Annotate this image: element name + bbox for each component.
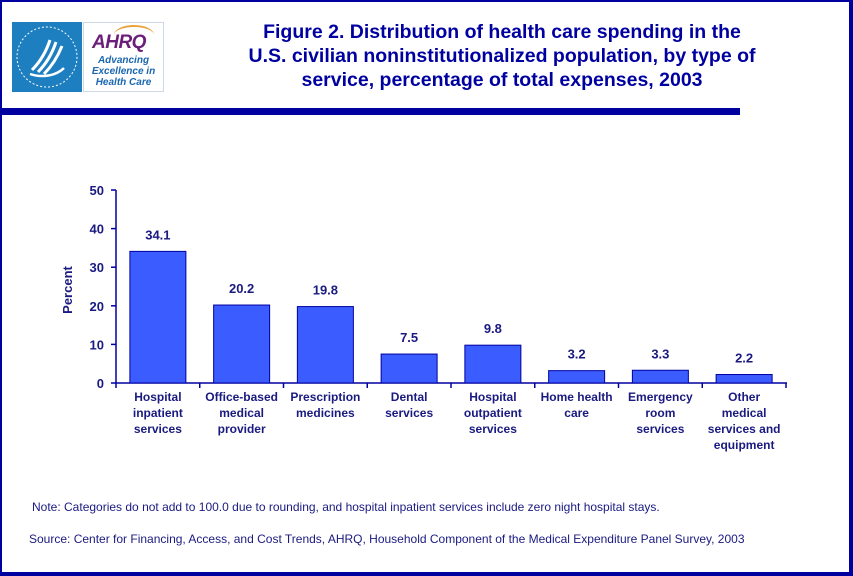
y-tick-label: 0 [97,376,104,391]
data-label: 9.8 [484,321,502,336]
bar [548,370,606,384]
data-label: 19.8 [313,283,338,298]
x-tick-label-line: equipment [714,438,775,452]
bar [213,304,271,384]
data-label: 3.2 [568,347,586,362]
ahrq-tagline-line: Health Care [95,77,152,88]
y-axis: 0 10 20 30 40 50 [90,183,117,391]
x-tick-label-line: Hospital [469,390,516,404]
figure-title-line: service, percentage of total expenses, 2… [301,69,703,91]
x-tick-label-line: medical [722,406,767,420]
data-label: 3.3 [651,346,669,361]
x-tick-label-line: services [385,406,433,420]
ahrq-tagline-line: Excellence in [91,66,156,77]
data-labels: 34.1 20.2 19.8 7.5 9.8 3.2 3.3 2.2 [145,227,753,365]
x-tick-label: Hospital inpatient services [133,390,183,436]
x-tick-label: Hospital outpatient services [464,390,522,436]
bar [631,369,689,384]
x-tick-label: Prescription medicines [290,390,360,420]
data-label: 20.2 [229,281,254,296]
bar [296,306,354,384]
data-label: 7.5 [400,330,418,345]
data-label: 34.1 [145,227,170,242]
x-tick-label-line: medicines [296,406,355,420]
x-tick-label-line: outpatient [464,406,522,420]
hhs-eagle-logo-icon [12,22,82,92]
x-tick-labels: Hospital inpatient services Office-based med… [133,390,781,452]
x-tick-label-line: Dental [391,390,428,404]
bar [380,353,438,384]
title-divider [2,108,740,115]
x-tick-label-line: services [636,422,684,436]
figure-title: Figure 2. Distribution of health care sp… [182,20,822,92]
ahrq-tagline-line: Advancing [97,55,150,66]
x-tick-label-line: medical [219,406,264,420]
x-tick-label-line: services [134,422,182,436]
x-axis [115,382,787,388]
bar [129,250,187,384]
x-tick-label: Other medical services and equipment [708,390,781,452]
x-tick-label-line: room [645,406,675,420]
x-tick-label: Dental services [385,390,433,420]
y-axis-label: Percent [60,265,75,313]
agency-logos: AHRQ Advancing Excellence in Health Care [12,22,164,92]
x-tick-label: Home health care [541,390,613,420]
bars [129,250,773,384]
footnote: Note: Categories do not add to 100.0 due… [32,500,660,514]
y-tick-label: 10 [90,337,104,352]
x-tick-label-line: inpatient [133,406,183,420]
x-tick-label-line: provider [218,422,266,436]
ahrq-wordmark: AHRQ [92,32,146,53]
ahrq-logo: AHRQ Advancing Excellence in Health Care [83,22,164,92]
hhs-eagle-icon [16,26,78,88]
figure-title-line: Figure 2. Distribution of health care sp… [263,21,741,43]
x-tick-label-line: Prescription [290,390,360,404]
bar-chart: Percent 0 10 20 30 40 50 34.1 20.2 19.8 7.5 9.8 3.… [60,183,787,452]
x-tick-label-line: Emergency [628,390,693,404]
bar [715,374,773,384]
x-tick-label-line: care [564,406,589,420]
x-tick-label: Emergency room services [628,390,693,436]
source-citation: Source: Center for Financing, Access, an… [29,532,745,546]
ahrq-arc-icon [114,25,154,45]
y-tick-label: 40 [90,222,104,237]
x-tick-label-line: Home health [541,390,613,404]
x-tick-label-line: Other [728,390,760,404]
x-tick-label-line: services [469,422,517,436]
data-label: 2.2 [735,351,753,366]
x-tick-label: Office-based medical provider [205,390,278,436]
y-tick-label: 20 [90,299,104,314]
x-tick-label-line: services and [708,422,781,436]
ahrq-tagline: Advancing Excellence in Health Care [84,55,163,88]
y-tick-label: 50 [90,183,104,198]
x-tick-label-line: Hospital [134,390,181,404]
x-tick-label-line: Office-based [205,390,278,404]
y-tick-label: 30 [90,260,104,275]
bar [464,344,522,384]
figure-title-line: U.S. civilian noninstitutionalized popul… [248,45,756,67]
